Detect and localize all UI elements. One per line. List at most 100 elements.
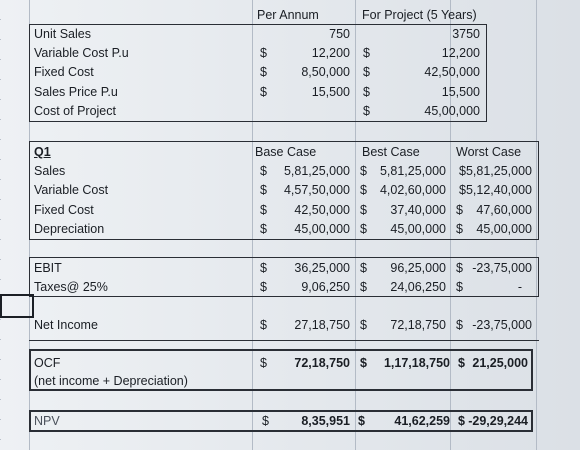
currency-symbol: $	[360, 356, 367, 370]
worst-ebit[interactable]: -23,75,000	[472, 261, 532, 275]
header-base-case[interactable]: Base Case	[255, 145, 317, 159]
worst-variable-cost[interactable]: $5,12,40,000	[459, 183, 532, 197]
label-unit-sales[interactable]: Unit Sales	[34, 27, 91, 41]
best-sales[interactable]: 5,81,25,000	[379, 164, 446, 178]
best-npv[interactable]: 41,62,259	[394, 414, 450, 428]
currency-symbol: $	[260, 65, 267, 79]
label-ebit[interactable]: EBIT	[34, 261, 62, 275]
label-ocf-formula[interactable]: (net income + Depreciation)	[34, 374, 188, 388]
base-fixed-cost[interactable]: 42,50,000	[294, 203, 350, 217]
label-taxes[interactable]: Taxes@ 25%	[34, 280, 108, 294]
currency-symbol: $	[260, 46, 267, 60]
best-taxes[interactable]: 24,06,250	[390, 280, 446, 294]
per-annum-fixed-cost[interactable]: 8,50,000	[301, 65, 350, 79]
currency-symbol: $	[360, 183, 367, 197]
project-fixed-cost[interactable]: 42,50,000	[424, 65, 480, 79]
net-income-underline	[29, 340, 539, 341]
currency-symbol: $	[260, 356, 267, 370]
currency-symbol: $	[262, 414, 269, 428]
label-sales-price-pu[interactable]: Sales Price P.u	[34, 85, 118, 99]
project-unit-sales[interactable]: 3750	[452, 27, 480, 41]
currency-symbol: $	[360, 261, 367, 275]
currency-symbol: $	[363, 85, 370, 99]
currency-symbol: $	[260, 222, 267, 236]
worst-taxes[interactable]: -	[517, 280, 522, 294]
best-variable-cost[interactable]: 4,02,60,000	[379, 183, 446, 197]
currency-symbol: $	[458, 356, 465, 370]
currency-symbol: $	[456, 222, 463, 236]
currency-symbol: $	[260, 183, 267, 197]
column-divider	[252, 0, 253, 450]
base-net-income[interactable]: 27,18,750	[294, 318, 350, 332]
label-fixed-cost-top[interactable]: Fixed Cost	[34, 65, 94, 79]
per-annum-variable-cost[interactable]: 12,200	[311, 46, 350, 60]
currency-symbol: $	[456, 261, 463, 275]
base-sales[interactable]: 5,81,25,000	[283, 164, 350, 178]
question-label[interactable]: Q1	[34, 145, 51, 159]
column-divider	[355, 0, 356, 450]
currency-symbol: $	[363, 104, 370, 118]
currency-symbol: $	[456, 318, 463, 332]
per-annum-unit-sales[interactable]: 750	[329, 27, 350, 41]
worst-sales[interactable]: $5,81,25,000	[459, 164, 532, 178]
label-depreciation[interactable]: Depreciation	[34, 222, 105, 236]
label-npv[interactable]: NPV	[34, 414, 60, 428]
currency-symbol: $	[260, 280, 267, 294]
label-fixed-cost[interactable]: Fixed Cost	[34, 203, 94, 217]
currency-symbol: $	[456, 280, 463, 294]
project-cost-of-project[interactable]: 45,00,000	[424, 104, 480, 118]
currency-symbol: $	[360, 280, 367, 294]
worst-depreciation[interactable]: 45,00,000	[476, 222, 532, 236]
currency-symbol: $	[458, 414, 465, 428]
best-ebit[interactable]: 96,25,000	[390, 261, 446, 275]
currency-symbol: $	[456, 203, 463, 217]
currency-symbol: $	[360, 318, 367, 332]
header-for-project[interactable]: For Project (5 Years)	[362, 8, 477, 22]
worst-fixed-cost[interactable]: 47,60,000	[476, 203, 532, 217]
npv-section-border	[29, 410, 533, 432]
base-ebit[interactable]: 36,25,000	[294, 261, 350, 275]
header-best-case[interactable]: Best Case	[362, 145, 420, 159]
base-npv[interactable]: 8,35,951	[301, 414, 350, 428]
best-fixed-cost[interactable]: 37,40,000	[390, 203, 446, 217]
project-variable-cost[interactable]: 12,200	[441, 46, 480, 60]
top-section-border	[29, 24, 487, 122]
label-ocf[interactable]: OCF	[34, 356, 61, 370]
base-ocf[interactable]: 72,18,750	[294, 356, 350, 370]
best-net-income[interactable]: 72,18,750	[390, 318, 446, 332]
currency-symbol: $	[360, 203, 367, 217]
project-sales-price[interactable]: 15,500	[441, 85, 480, 99]
label-sales[interactable]: Sales	[34, 164, 66, 178]
label-net-income[interactable]: Net Income	[34, 318, 98, 332]
worst-net-income[interactable]: -23,75,000	[472, 318, 532, 332]
label-variable-cost-pu[interactable]: Variable Cost P.u	[34, 46, 129, 60]
base-variable-cost[interactable]: 4,57,50,000	[283, 183, 350, 197]
currency-symbol: $	[260, 318, 267, 332]
currency-symbol: $	[260, 164, 267, 178]
ocf-section-border	[29, 349, 533, 391]
currency-symbol: $	[360, 222, 367, 236]
base-depreciation[interactable]: 45,00,000	[294, 222, 350, 236]
currency-symbol: $	[363, 65, 370, 79]
best-ocf[interactable]: 1,17,18,750	[383, 356, 450, 370]
worst-ocf[interactable]: 21,25,000	[472, 356, 528, 370]
worst-npv[interactable]: -29,29,244	[468, 414, 528, 428]
currency-symbol: $	[358, 414, 365, 428]
header-worst-case[interactable]: Worst Case	[456, 145, 522, 159]
currency-symbol: $	[260, 261, 267, 275]
base-taxes[interactable]: 9,06,250	[301, 280, 350, 294]
currency-symbol: $	[260, 85, 267, 99]
best-depreciation[interactable]: 45,00,000	[390, 222, 446, 236]
column-divider	[450, 0, 451, 450]
label-cost-of-project[interactable]: Cost of Project	[34, 104, 116, 118]
label-variable-cost[interactable]: Variable Cost	[34, 183, 109, 197]
currency-symbol: $	[363, 46, 370, 60]
scenario-section-border	[29, 141, 539, 240]
currency-symbol: $	[360, 164, 367, 178]
per-annum-sales-price[interactable]: 15,500	[311, 85, 350, 99]
selected-cell[interactable]	[0, 294, 34, 318]
currency-symbol: $	[260, 203, 267, 217]
header-per-annum[interactable]: Per Annum	[257, 8, 319, 22]
ebit-section-border	[29, 257, 539, 297]
